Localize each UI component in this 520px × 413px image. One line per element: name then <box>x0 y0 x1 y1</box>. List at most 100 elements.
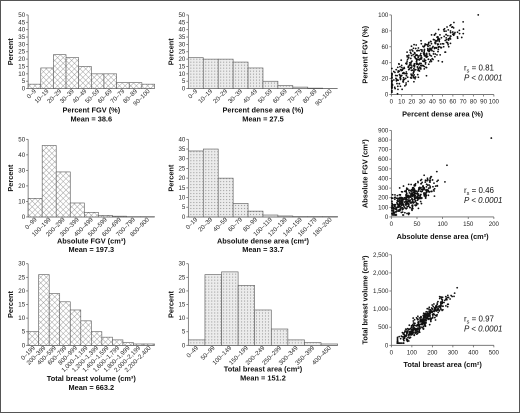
scatter-point <box>430 307 433 309</box>
scatter-point <box>449 298 451 300</box>
y-tick-label: 10 <box>18 198 25 205</box>
y-axis-title: Percent <box>6 164 15 192</box>
x-axis-title: Total breast volume (cm³) <box>47 374 137 383</box>
scatter-point <box>414 68 416 71</box>
scatter-point <box>435 305 438 308</box>
scatter-point <box>417 67 420 70</box>
scatter-point <box>445 33 448 36</box>
scatter-point <box>423 58 426 60</box>
scatter-point <box>434 308 437 311</box>
scatter-point <box>429 44 431 47</box>
scatter-point <box>421 188 424 191</box>
scatter-point <box>432 185 434 188</box>
x-tick-label: 70 <box>460 99 467 106</box>
scatter-point <box>430 175 433 178</box>
scatter-point <box>418 327 421 329</box>
scatter-point <box>417 56 420 59</box>
scatter-point <box>418 69 420 72</box>
scatter-point <box>417 55 420 57</box>
scatter-point <box>427 45 429 48</box>
scatter-point <box>400 64 403 67</box>
histogram-bar <box>204 274 222 346</box>
y-tick-label: 700 <box>378 147 389 154</box>
y-tick-label: 2,500 <box>373 252 389 259</box>
y-tick-label: 25 <box>179 49 186 56</box>
scatter-point <box>434 41 436 44</box>
scatter-point <box>441 296 444 299</box>
scatter-point <box>412 317 415 319</box>
scatter-point <box>401 335 404 338</box>
scatter-point <box>441 299 444 301</box>
scatter-point <box>417 207 420 210</box>
scatter-point <box>401 68 404 71</box>
scatter-point <box>396 342 399 345</box>
histogram-bar <box>133 343 145 346</box>
x-category-label: 40–49 <box>242 88 259 105</box>
scatter-point <box>410 52 412 55</box>
scatter-point <box>446 34 449 37</box>
scatter-point <box>410 73 412 75</box>
x-axis-title: Percent dense area (%) <box>402 109 484 118</box>
scatter-point <box>399 193 402 196</box>
scatter-point <box>440 296 443 299</box>
scatter-point <box>396 338 399 340</box>
y-tick-label: 35 <box>179 34 186 41</box>
scatter-point <box>437 48 440 51</box>
y-tick-label: 0 <box>385 92 389 99</box>
x-category-label: 60–69 <box>272 88 289 105</box>
y-tick-label: 10 <box>179 315 186 322</box>
scatter-point <box>447 45 450 48</box>
scatter-point <box>446 42 449 45</box>
scatter-point <box>401 88 404 91</box>
scatter-point <box>415 197 418 199</box>
scatter-point <box>412 76 415 79</box>
scatter-point <box>447 296 450 299</box>
scatter-point <box>427 58 430 61</box>
x-tick-label: 500 <box>489 349 500 356</box>
scatter-point <box>436 40 438 42</box>
x-tick-label: 300 <box>448 349 459 356</box>
scatter-point <box>407 334 410 337</box>
scatter-point <box>396 92 399 95</box>
scatter-point <box>417 181 419 184</box>
scatter-point <box>398 203 401 206</box>
x-category-label: 10–19 <box>197 88 214 105</box>
scatter-point <box>393 196 396 199</box>
scatter-point <box>428 311 431 313</box>
y-tick-label: 25 <box>179 274 186 281</box>
scatter-point <box>424 181 427 183</box>
scatter-point <box>430 319 432 321</box>
scatter-point <box>423 187 426 190</box>
scatter-point <box>407 200 410 203</box>
scatter-point <box>401 211 404 214</box>
scatter-point <box>405 72 408 75</box>
scatter-point <box>407 54 410 57</box>
scatter-point <box>426 55 429 58</box>
scatter-point <box>393 214 396 216</box>
y-tick-label: 40 <box>179 136 186 143</box>
scatter-point <box>437 59 440 62</box>
scatter-point <box>449 42 452 45</box>
histogram-bar <box>91 73 105 89</box>
scatter-point <box>414 77 416 80</box>
histogram-bar <box>40 67 54 89</box>
scatter-point <box>426 47 429 50</box>
scatter-point <box>407 183 410 186</box>
scatter-point <box>397 79 400 82</box>
scatter-point <box>396 82 398 85</box>
scatter-point <box>433 303 435 305</box>
x-category-label: 90–100 <box>314 88 334 108</box>
scatter-point <box>403 201 406 203</box>
histogram-bar <box>277 85 294 89</box>
scatter-point <box>402 214 405 216</box>
histogram-bar <box>221 271 239 346</box>
scatter-point <box>408 330 411 333</box>
p-value-label: P < 0.0001 <box>464 196 502 205</box>
y-tick-label: 20 <box>18 183 25 190</box>
scatter-point <box>390 87 393 90</box>
scatter-point <box>460 36 463 39</box>
scatter-point <box>401 203 404 206</box>
scatter-point <box>411 209 413 212</box>
p-value-label: P < 0.0001 <box>464 74 502 83</box>
scatter-point <box>401 202 404 205</box>
